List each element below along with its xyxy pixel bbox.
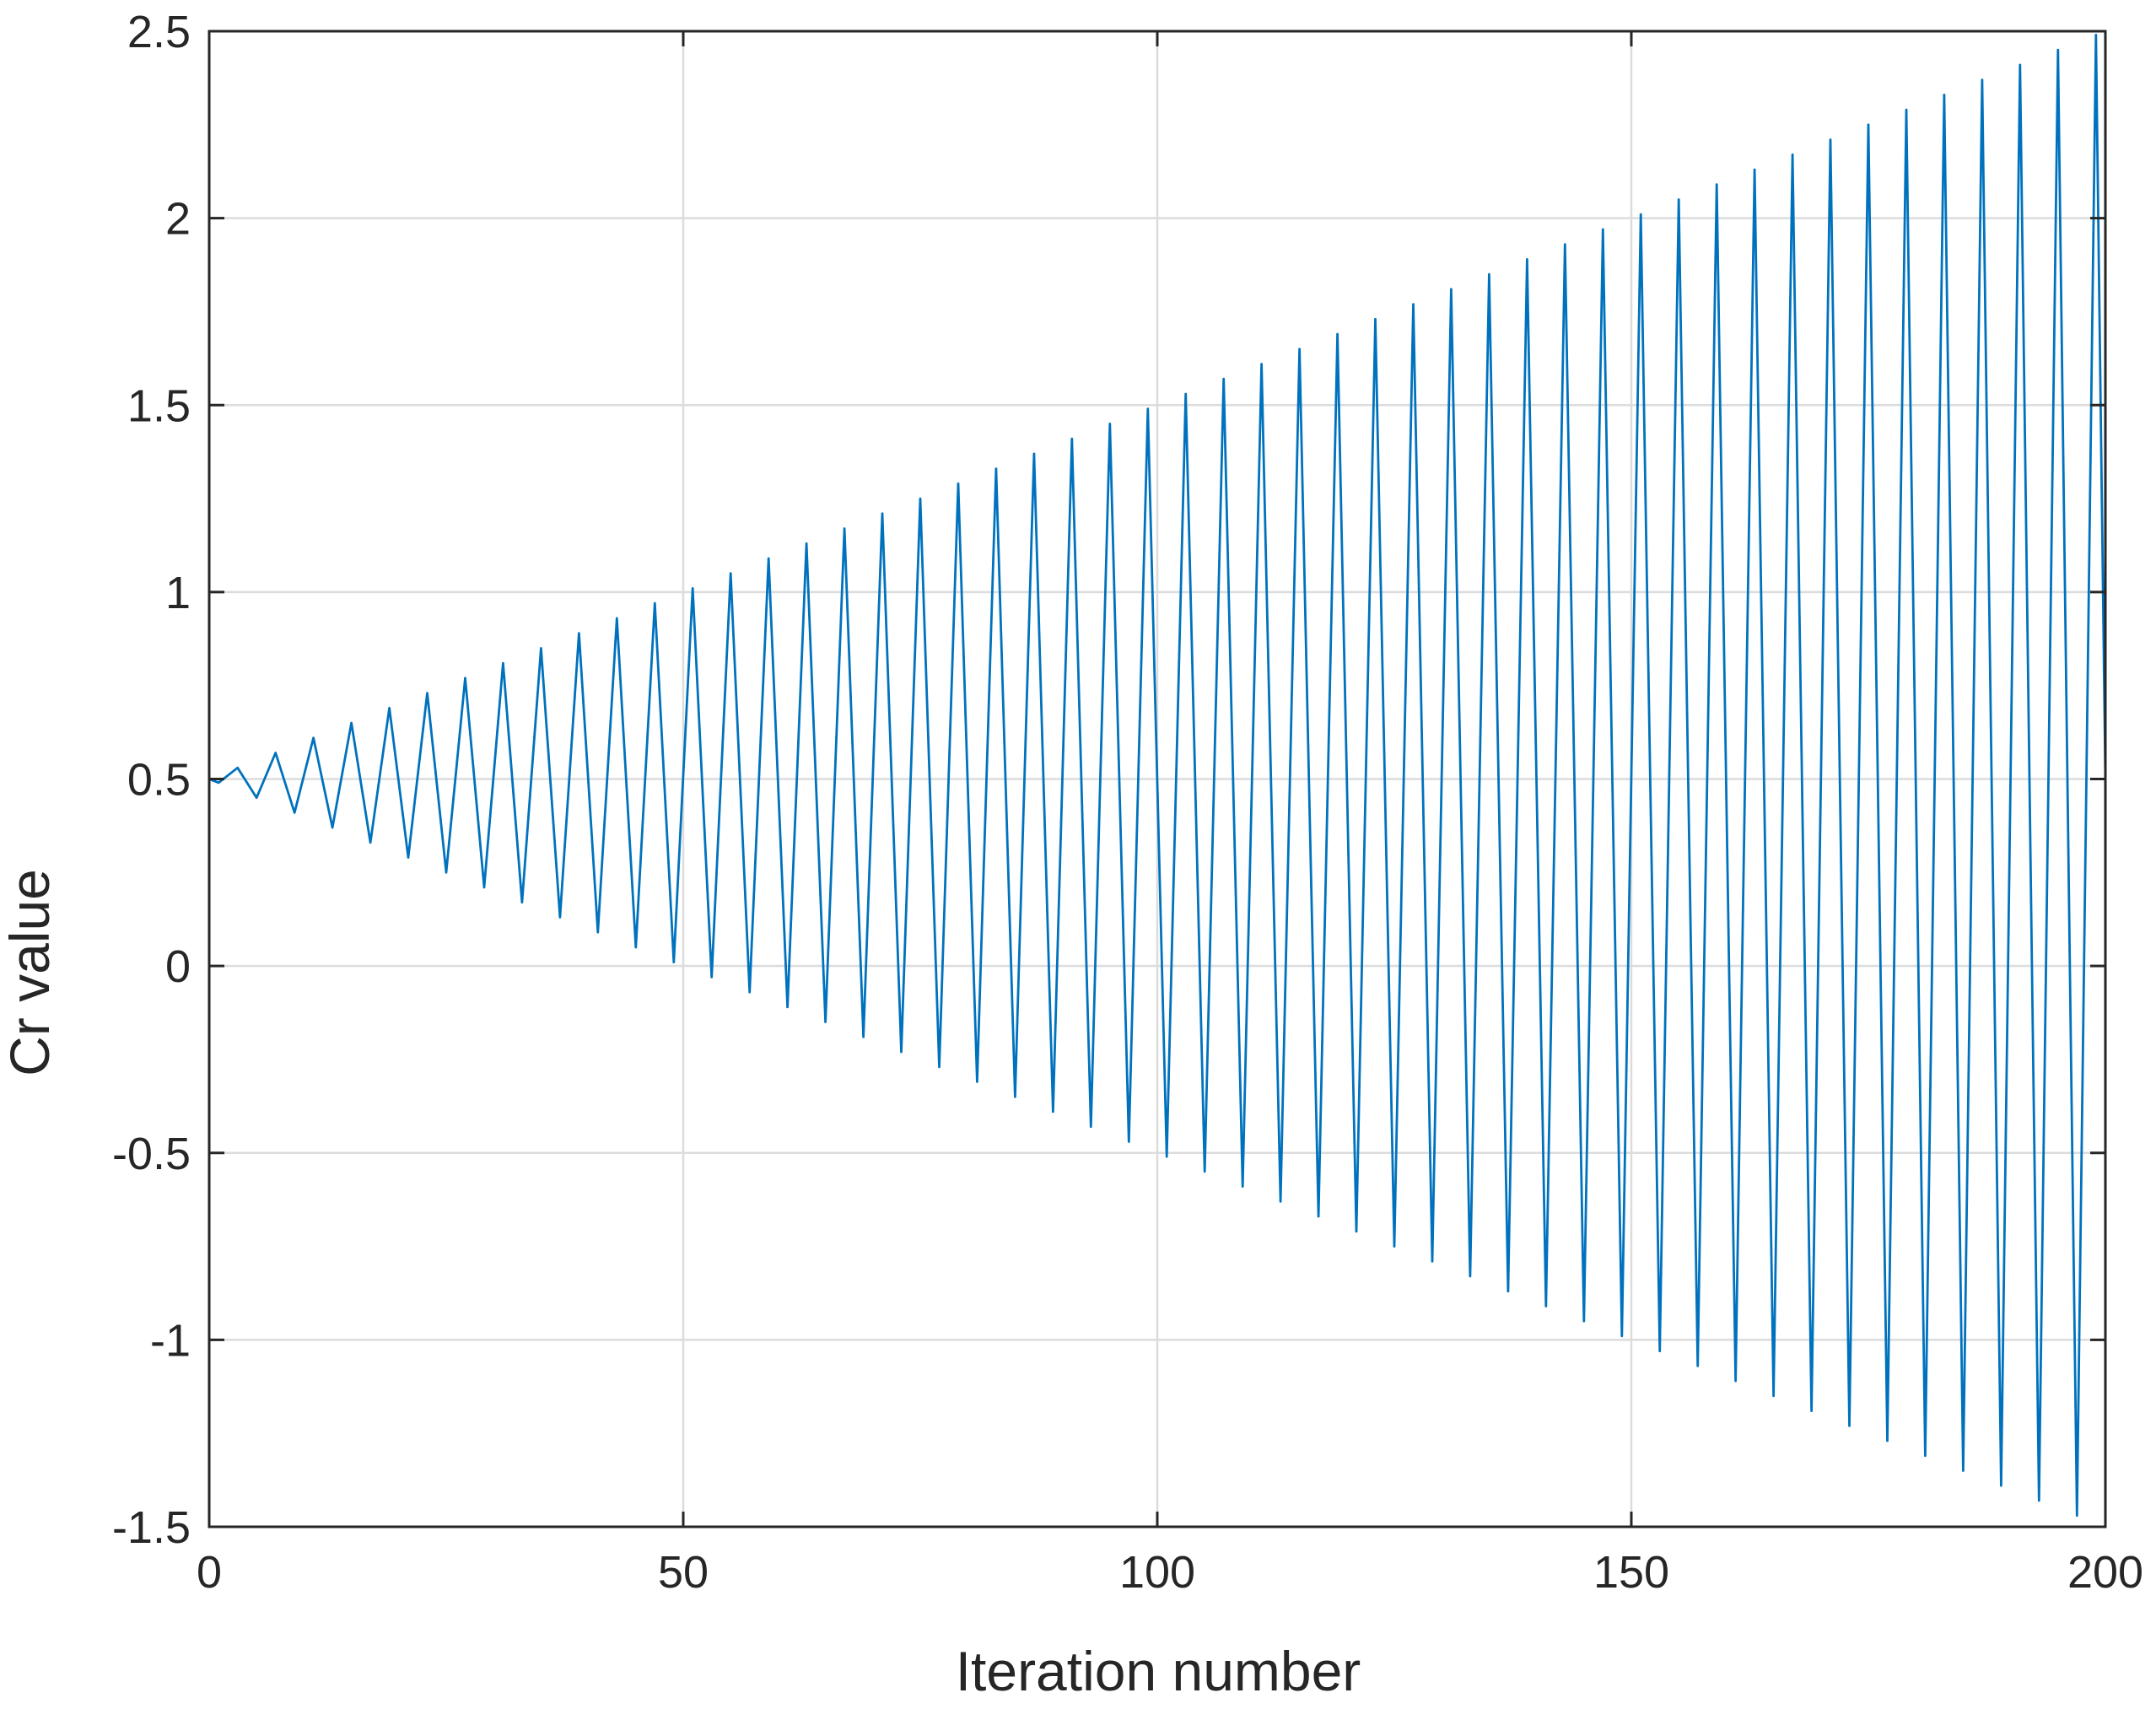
y-axis-label: Cr value bbox=[0, 869, 61, 1076]
y-tick-label: -1.5 bbox=[112, 1502, 191, 1553]
tick-labels: 0 50 100 150 200 -1.5 -1 -0.5 0 0.5 1 1.5 2 2.5 bbox=[112, 7, 2143, 1598]
y-tick-label: 1.5 bbox=[127, 380, 191, 431]
y-tick-label: 1 bbox=[165, 568, 191, 618]
series-line bbox=[208, 34, 2107, 1518]
y-tick-label: -0.5 bbox=[112, 1129, 191, 1179]
y-tick-label: 0.5 bbox=[127, 755, 191, 806]
x-tick-label: 150 bbox=[1593, 1547, 1669, 1598]
x-tick-label: 0 bbox=[197, 1547, 222, 1598]
x-axis-label: Iteration number bbox=[956, 1640, 1361, 1702]
y-tick-label: -1 bbox=[150, 1315, 191, 1366]
plot-frame bbox=[208, 30, 2107, 1528]
x-tick-label: 50 bbox=[658, 1547, 709, 1598]
x-tick-label: 100 bbox=[1119, 1547, 1195, 1598]
y-tick-label: 2.5 bbox=[127, 7, 191, 57]
series-layer bbox=[208, 34, 2107, 1518]
axes bbox=[208, 30, 2107, 1528]
y-tick-label: 2 bbox=[165, 194, 191, 245]
y-tick-label: 0 bbox=[165, 941, 191, 992]
grid bbox=[209, 31, 2105, 1527]
x-tick-label: 200 bbox=[2067, 1547, 2143, 1598]
